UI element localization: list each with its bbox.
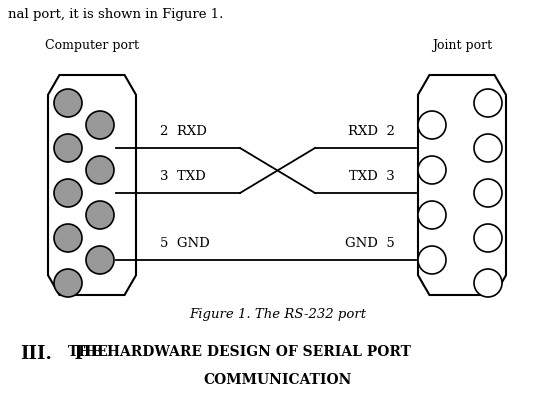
Circle shape xyxy=(418,156,446,184)
Text: T: T xyxy=(72,345,86,363)
Text: RXD  2: RXD 2 xyxy=(348,125,395,138)
Text: GND  5: GND 5 xyxy=(345,237,395,250)
Circle shape xyxy=(418,201,446,229)
Circle shape xyxy=(474,224,502,252)
Text: HE: HE xyxy=(84,345,113,359)
Text: 5  GND: 5 GND xyxy=(160,237,210,250)
Circle shape xyxy=(54,179,82,207)
Polygon shape xyxy=(48,75,136,295)
Circle shape xyxy=(86,111,114,139)
Circle shape xyxy=(474,179,502,207)
Text: III.: III. xyxy=(20,345,52,363)
Circle shape xyxy=(418,111,446,139)
Text: nal port, it is shown in Figure 1.: nal port, it is shown in Figure 1. xyxy=(8,8,224,21)
Circle shape xyxy=(54,224,82,252)
Text: COMMUNICATION: COMMUNICATION xyxy=(204,373,352,387)
Text: THE HARDWARE DESIGN OF SERIAL PORT: THE HARDWARE DESIGN OF SERIAL PORT xyxy=(68,345,411,359)
Circle shape xyxy=(474,89,502,117)
Text: 2  RXD: 2 RXD xyxy=(160,125,207,138)
Circle shape xyxy=(474,269,502,297)
Circle shape xyxy=(54,269,82,297)
Circle shape xyxy=(86,156,114,184)
Circle shape xyxy=(418,246,446,274)
Circle shape xyxy=(54,134,82,162)
Text: Joint port: Joint port xyxy=(432,39,492,52)
Circle shape xyxy=(86,246,114,274)
Text: Figure 1. The RS-232 port: Figure 1. The RS-232 port xyxy=(190,308,366,321)
Circle shape xyxy=(474,134,502,162)
Text: TXD  3: TXD 3 xyxy=(349,170,395,183)
Circle shape xyxy=(86,201,114,229)
Text: 3  TXD: 3 TXD xyxy=(160,170,206,183)
Circle shape xyxy=(54,89,82,117)
Text: Computer port: Computer port xyxy=(45,39,139,52)
Polygon shape xyxy=(418,75,506,295)
